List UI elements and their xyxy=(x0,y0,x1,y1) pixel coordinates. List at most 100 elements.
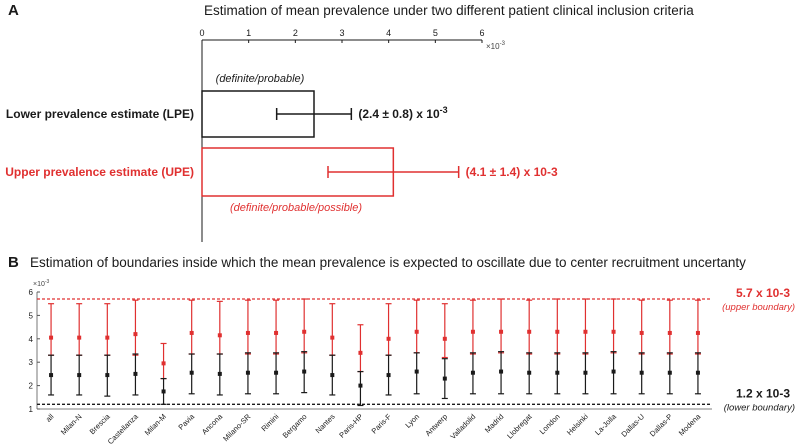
category-label: Valladolid xyxy=(448,412,477,441)
x-tick-label: 4 xyxy=(386,28,391,38)
data-point xyxy=(189,330,194,335)
data-point xyxy=(105,373,110,378)
data-point xyxy=(611,369,616,374)
data-point xyxy=(527,370,532,375)
x-tick-label: 2 xyxy=(293,28,298,38)
data-point xyxy=(583,329,588,334)
category-label: Modena xyxy=(677,411,703,437)
category-label: Ancona xyxy=(200,411,225,436)
data-point xyxy=(274,370,279,375)
data-point xyxy=(49,335,54,340)
category-label: London xyxy=(538,412,562,436)
panel-b-title: Estimation of boundaries inside which th… xyxy=(30,255,746,270)
x-tick-label: 0 xyxy=(199,28,204,38)
data-point xyxy=(330,335,335,340)
category-label: Brescia xyxy=(88,411,113,436)
panel-a-letter: A xyxy=(8,2,19,19)
data-point xyxy=(555,370,560,375)
category-label: Castellanza xyxy=(106,411,141,446)
x-tick-label: 5 xyxy=(433,28,438,38)
data-point xyxy=(414,369,419,374)
category-label: La-Jolla xyxy=(593,411,619,437)
data-point xyxy=(49,373,54,378)
y-tick-label: 2 xyxy=(29,382,34,391)
data-point xyxy=(667,370,672,375)
boundary-label: 5.7 x 10-3 xyxy=(736,286,790,300)
data-point xyxy=(77,335,82,340)
category-label: Milan-M xyxy=(143,412,168,437)
data-point xyxy=(302,369,307,374)
x-tick-label: 1 xyxy=(246,28,251,38)
data-point xyxy=(442,336,447,341)
data-point xyxy=(358,383,363,388)
value-label: (4.1 ± 1.4) x 10-3 xyxy=(466,165,558,179)
category-label: Bergamo xyxy=(281,412,309,440)
category-label: Lower prevalence estimate (LPE) xyxy=(6,107,194,121)
category-label: Paris-F xyxy=(370,412,394,436)
bar-caption: (definite/probable/possible) xyxy=(230,202,362,214)
data-point xyxy=(695,330,700,335)
data-point xyxy=(217,333,222,338)
data-point xyxy=(105,335,110,340)
category-label: all xyxy=(44,412,56,424)
data-point xyxy=(442,376,447,381)
boundary-sublabel: (lower boundary) xyxy=(724,402,795,413)
y-tick-label: 3 xyxy=(29,358,34,367)
data-point xyxy=(555,329,560,334)
y-tick-label: 4 xyxy=(29,335,34,344)
data-point xyxy=(414,329,419,334)
y-tick-label: 5 xyxy=(29,311,34,320)
category-label: Upper prevalence estimate (UPE) xyxy=(5,165,194,179)
data-point xyxy=(639,370,644,375)
category-label: Milan-N xyxy=(59,412,84,437)
data-point xyxy=(611,329,616,334)
data-point xyxy=(639,330,644,335)
data-point xyxy=(133,332,138,337)
data-point xyxy=(499,369,504,374)
value-label: (2.4 ± 0.8) x 10-3 xyxy=(358,105,447,121)
data-point xyxy=(386,373,391,378)
data-point xyxy=(695,370,700,375)
data-point xyxy=(527,329,532,334)
data-point xyxy=(161,361,166,366)
data-point xyxy=(470,329,475,334)
data-point xyxy=(133,371,138,376)
data-point xyxy=(245,370,250,375)
panel-b-letter: B xyxy=(8,254,19,271)
category-label: Nantes xyxy=(314,412,337,435)
x-tick-label: 6 xyxy=(479,28,484,38)
category-label: Dallas-U xyxy=(619,412,646,439)
data-point xyxy=(358,350,363,355)
bar-caption: (definite/probable) xyxy=(216,73,305,85)
category-label: Dallas-P xyxy=(648,412,674,438)
category-label: Milano-SR xyxy=(221,412,253,444)
data-point xyxy=(274,330,279,335)
panel-a-title: Estimation of mean prevalence under two … xyxy=(204,3,694,18)
prevalence-bar-chart: 0 1 2 3 4 5 6×10-3 Lower prevalence estimate (L… xyxy=(5,28,558,242)
category-label: Llobregat xyxy=(505,411,534,440)
data-point xyxy=(330,373,335,378)
data-point xyxy=(302,329,307,334)
data-point xyxy=(667,330,672,335)
x-multiplier: ×10-3 xyxy=(486,41,506,51)
data-point xyxy=(499,329,504,334)
data-point xyxy=(583,370,588,375)
category-label: Antwerp xyxy=(423,412,449,438)
data-point xyxy=(77,373,82,378)
data-point xyxy=(189,370,194,375)
data-point xyxy=(161,389,166,394)
y-tick-label: 1 xyxy=(29,405,34,414)
category-label: Helsinki xyxy=(565,412,590,437)
data-point xyxy=(386,336,391,341)
category-label: Madrid xyxy=(483,412,506,435)
y-tick-label: 6 xyxy=(29,288,34,297)
y-multiplier: ×10-3 xyxy=(33,279,50,288)
data-point xyxy=(470,370,475,375)
data-point xyxy=(217,371,222,376)
x-tick-label: 3 xyxy=(339,28,344,38)
boundary-label: 1.2 x 10-3 xyxy=(736,386,790,400)
category-label: Paris-HP xyxy=(337,412,365,440)
boundary-sublabel: (upper boundary) xyxy=(722,302,795,313)
category-label: Lyon xyxy=(403,412,421,430)
